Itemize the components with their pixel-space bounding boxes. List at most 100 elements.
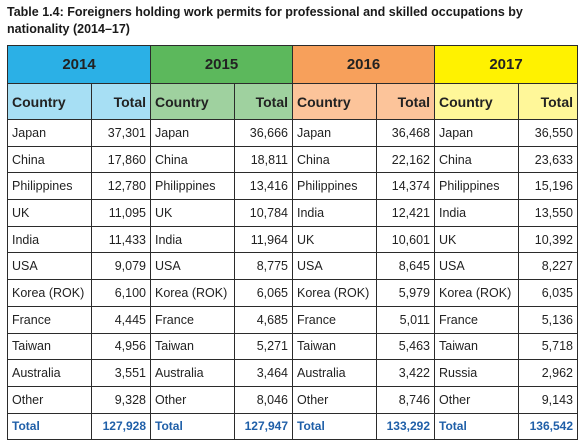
total-cell: 3,551 [91,359,151,387]
column-header-total: Total [376,83,435,120]
country-cell: UK [150,199,235,227]
total-cell: 6,065 [234,279,293,307]
column-header-country: Country [292,83,377,120]
table-body: Japan 37,301 Japan 36,666 Japan 36,468 Japan 36… [7,119,578,440]
country-cell: France [292,305,377,334]
year-header-2016: 2016 [292,45,435,84]
total-row: Total 127,928 Total 127,947 Total 133,292 Tota… [7,412,578,440]
country-cell: USA [292,252,377,281]
column-header-row: Country Total Country Total Country Tota… [7,83,578,120]
table-row: Japan 37,301 Japan 36,666 Japan 36,468 Japan 36… [7,119,578,147]
total-cell: 4,956 [91,332,151,361]
total-cell: 11,095 [91,199,151,227]
total-label-cell: Total [292,412,377,440]
country-cell: Japan [7,119,92,147]
country-cell: France [150,305,235,334]
country-cell: Philippines [292,172,377,201]
country-cell: Australia [7,359,92,387]
country-cell: China [150,145,235,174]
total-cell: 5,011 [376,305,435,334]
country-cell: Korea (ROK) [292,279,377,307]
country-cell: India [292,199,377,227]
total-cell: 8,775 [234,252,293,281]
total-cell: 11,964 [234,225,293,254]
total-cell: 12,780 [91,172,151,201]
year-header-2014: 2014 [7,45,151,84]
total-cell: 5,136 [518,305,578,334]
country-cell: Taiwan [434,332,519,361]
country-cell: USA [150,252,235,281]
country-cell: Philippines [434,172,519,201]
country-cell: France [434,305,519,334]
country-cell: Taiwan [7,332,92,361]
table-row: France 4,445 France 4,685 France 5,011 France 5… [7,305,578,334]
country-cell: Korea (ROK) [434,279,519,307]
total-cell: 3,422 [376,359,435,387]
total-cell: 8,227 [518,252,578,281]
table-row: USA 9,079 USA 8,775 USA 8,645 USA 8,227 [7,252,578,281]
table-row: Taiwan 4,956 Taiwan 5,271 Taiwan 5,463 Taiwan 5… [7,332,578,361]
total-value-cell: 127,947 [234,412,293,440]
work-permits-table: 2014 2015 2016 2017 Country Total Countr… [7,45,578,440]
column-header-country: Country [7,83,92,120]
country-cell: Taiwan [150,332,235,361]
country-cell: Philippines [150,172,235,201]
country-cell: Other [292,385,377,414]
total-label-cell: Total [150,412,235,440]
table-row: China 17,860 China 18,811 China 22,162 China 23… [7,145,578,174]
country-cell: Japan [292,119,377,147]
total-label-cell: Total [434,412,519,440]
country-cell: Other [150,385,235,414]
year-header-2015: 2015 [150,45,293,84]
year-header-2017: 2017 [434,45,578,84]
total-cell: 36,666 [234,119,293,147]
country-cell: UK [7,199,92,227]
country-cell: India [434,199,519,227]
country-cell: China [7,145,92,174]
country-cell: Australia [292,359,377,387]
country-cell: USA [434,252,519,281]
total-cell: 6,035 [518,279,578,307]
total-cell: 9,143 [518,385,578,414]
country-cell: Other [434,385,519,414]
column-header-total: Total [234,83,293,120]
country-cell: Other [7,385,92,414]
total-cell: 8,746 [376,385,435,414]
total-cell: 5,271 [234,332,293,361]
total-value-cell: 127,928 [91,412,151,440]
total-cell: 9,328 [91,385,151,414]
total-cell: 17,860 [91,145,151,174]
country-cell: UK [434,225,519,254]
total-cell: 13,550 [518,199,578,227]
total-cell: 5,463 [376,332,435,361]
column-header-total: Total [91,83,151,120]
country-cell: Taiwan [292,332,377,361]
table-row: Other 9,328 Other 8,046 Other 8,746 Other 9,143 [7,385,578,414]
column-header-total: Total [518,83,578,120]
country-cell: Philippines [7,172,92,201]
total-cell: 23,633 [518,145,578,174]
table-row: India 11,433 India 11,964 UK 10,601 UK 10,392 [7,225,578,254]
table-row: UK 11,095 UK 10,784 India 12,421 India 13,550 [7,199,578,227]
total-cell: 9,079 [91,252,151,281]
total-cell: 10,784 [234,199,293,227]
column-header-country: Country [434,83,519,120]
country-cell: Russia [434,359,519,387]
country-cell: Japan [434,119,519,147]
country-cell: Australia [150,359,235,387]
total-label-cell: Total [7,412,92,440]
country-cell: China [434,145,519,174]
total-cell: 10,392 [518,225,578,254]
table-row: Philippines 12,780 Philippines 13,416 Philip… [7,172,578,201]
total-cell: 12,421 [376,199,435,227]
total-cell: 2,962 [518,359,578,387]
total-cell: 18,811 [234,145,293,174]
year-header-row: 2014 2015 2016 2017 [7,45,578,84]
total-cell: 37,301 [91,119,151,147]
country-cell: USA [7,252,92,281]
country-cell: Japan [150,119,235,147]
total-cell: 22,162 [376,145,435,174]
column-header-country: Country [150,83,235,120]
total-cell: 8,046 [234,385,293,414]
country-cell: Korea (ROK) [150,279,235,307]
